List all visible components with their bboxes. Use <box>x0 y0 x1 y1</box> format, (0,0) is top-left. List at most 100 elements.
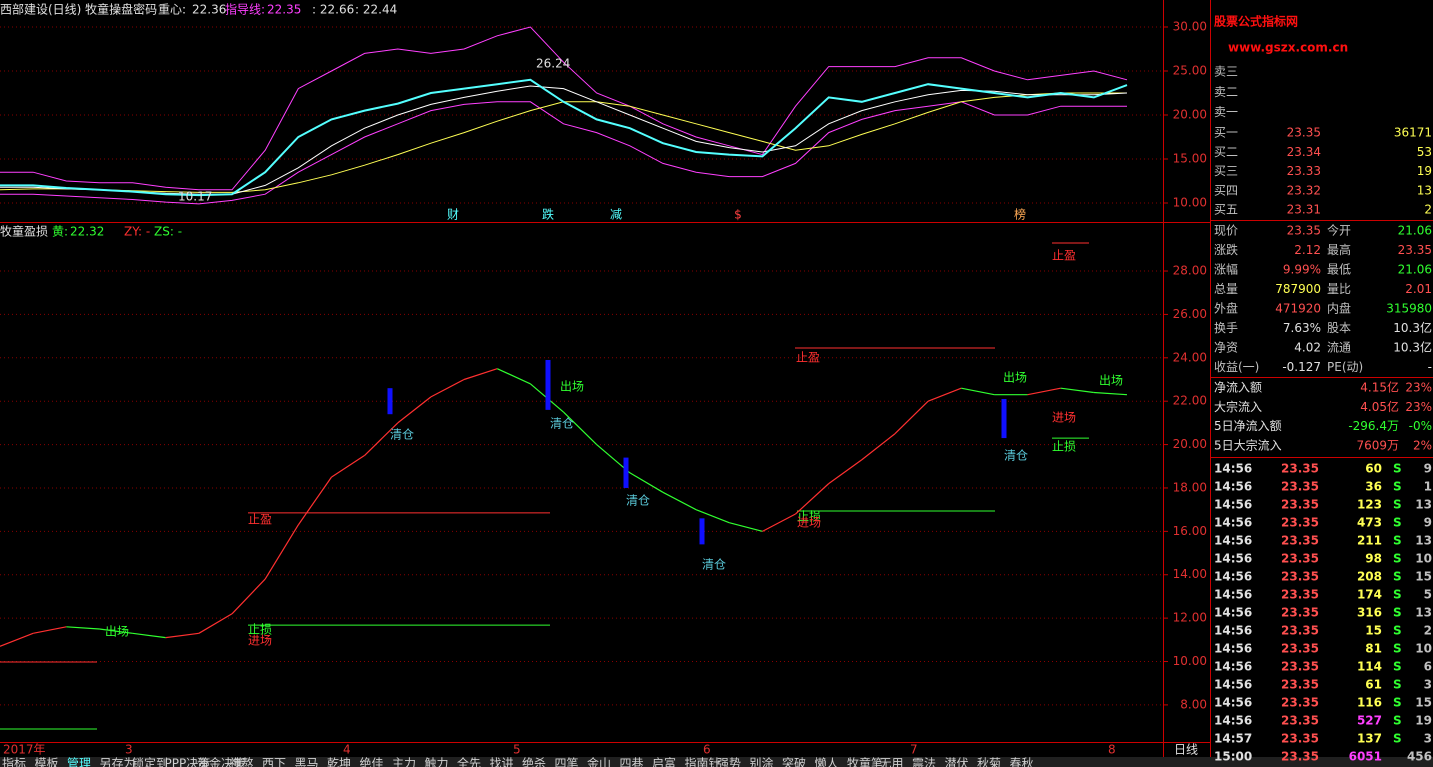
watermark-url: www.gszx.com.cn <box>1228 41 1348 55</box>
quote-value: 23.35 <box>1398 243 1432 257</box>
y-tick-label: 26.00 <box>1173 307 1207 321</box>
trade-time: 14:56 <box>1214 588 1252 602</box>
guide-value: 22.35 <box>267 3 301 17</box>
quote-value: - <box>1428 360 1432 374</box>
trade-volume: 123 <box>1357 498 1382 512</box>
buy-price: 23.35 <box>1287 126 1321 140</box>
sell-label: 卖二 <box>1214 85 1238 99</box>
profit-line-segment <box>430 378 465 398</box>
profit-line-segment <box>695 509 730 524</box>
trade-side: S <box>1393 732 1402 746</box>
profit-line-segment <box>1093 391 1128 396</box>
tab: 模板 <box>35 757 59 767</box>
trade-time: 14:56 <box>1214 678 1252 692</box>
trade-price: 23.35 <box>1281 516 1319 530</box>
trade-time: 14:56 <box>1214 642 1252 656</box>
trade-num: 9 <box>1424 516 1432 530</box>
y-tick-label: 10.00 <box>1173 195 1207 209</box>
buy-label: 买四 <box>1214 183 1238 197</box>
quote-label: 换手 <box>1214 321 1238 335</box>
quote-label: 现价 <box>1214 224 1238 238</box>
trade-side: S <box>1393 660 1402 674</box>
y-tick-label: 15.00 <box>1173 151 1207 165</box>
profit-line-segment <box>132 632 166 639</box>
zs: ZS: - <box>154 225 182 239</box>
flow-value: 4.05亿 <box>1360 399 1399 414</box>
trade-side: S <box>1393 606 1402 620</box>
trade-time: 14:56 <box>1214 660 1252 674</box>
quote-value: 471920 <box>1275 302 1321 316</box>
y-tick-label: 22.00 <box>1173 394 1207 408</box>
quote-value: 787900 <box>1275 282 1321 296</box>
quote-label: PE(动) <box>1327 360 1363 374</box>
time-label: 7 <box>910 743 918 757</box>
time-label: 4 <box>343 743 351 757</box>
trade-time: 14:56 <box>1214 516 1252 530</box>
profit-line-segment <box>729 522 763 532</box>
buy-label: 买二 <box>1214 145 1238 159</box>
quote-label: 量比 <box>1327 282 1351 296</box>
profit-line-segment <box>629 472 664 493</box>
profit-line-segment <box>563 411 598 446</box>
profit-line-segment <box>198 613 233 634</box>
trade-volume: 316 <box>1357 606 1382 620</box>
trade-side: S <box>1393 570 1402 584</box>
series-line <box>0 101 1127 205</box>
trade-side: S <box>1393 678 1402 692</box>
quote-label: 最低 <box>1327 263 1351 277</box>
trade-time: 14:56 <box>1214 606 1252 620</box>
trade-num: 10 <box>1415 642 1432 656</box>
trade-volume: 6051 <box>1349 750 1382 764</box>
trade-price: 23.35 <box>1281 660 1319 674</box>
y-tick-label: 10.00 <box>1173 654 1207 668</box>
quote-value: 315980 <box>1386 302 1432 316</box>
yellow-label: 黄: <box>52 225 68 239</box>
trade-price: 23.35 <box>1281 750 1319 764</box>
trade-price: 23.35 <box>1281 480 1319 494</box>
flow-label: 大宗流入 <box>1214 399 1262 414</box>
buy-label: 买五 <box>1214 203 1238 217</box>
tab: 西下 <box>262 757 286 767</box>
extra: : 22.44 <box>355 3 397 17</box>
trade-side: S <box>1393 552 1402 566</box>
signal-label: 财 <box>447 208 459 222</box>
trade-time: 14:57 <box>1214 732 1252 746</box>
flow-label: 5日大宗流入 <box>1214 437 1282 452</box>
profit-line-segment <box>264 524 299 580</box>
annotation: 止损 <box>1052 440 1076 454</box>
trade-price: 23.35 <box>1281 696 1319 710</box>
trade-num: 13 <box>1415 498 1432 512</box>
profit-line-segment <box>894 400 929 435</box>
clear-bar <box>1001 399 1007 439</box>
quote-value: 2.12 <box>1294 243 1321 257</box>
buy-label: 买三 <box>1214 164 1238 178</box>
trade-price: 23.35 <box>1281 534 1319 548</box>
quote-label: 涨跌 <box>1214 242 1238 257</box>
trade-price: 23.35 <box>1281 606 1319 620</box>
trade-num: 19 <box>1415 714 1432 728</box>
trade-volume: 114 <box>1357 660 1382 674</box>
trade-time: 14:56 <box>1214 714 1252 728</box>
annotation: 清仓 <box>1004 449 1028 463</box>
annotation: 出场 <box>1003 371 1027 385</box>
quote-value: 2.01 <box>1405 282 1432 296</box>
signal-label: 榜 <box>1014 207 1026 222</box>
y-tick-label: 16.00 <box>1173 524 1207 538</box>
series-line <box>0 26 1128 191</box>
trade-side: S <box>1393 696 1402 710</box>
time-label: 5 <box>513 743 521 757</box>
annotation: 清仓 <box>702 558 726 572</box>
trade-num: 2 <box>1424 624 1432 638</box>
trade-volume: 211 <box>1357 534 1382 548</box>
trade-volume: 98 <box>1365 552 1382 566</box>
tab: 黑马 <box>295 757 319 767</box>
profit-line-segment <box>331 454 365 478</box>
profit-line-segment <box>927 387 962 402</box>
trade-volume: 61 <box>1365 678 1382 692</box>
tab: 指南针 <box>685 756 721 767</box>
annotation: 出场 <box>1099 374 1123 388</box>
trade-time: 14:56 <box>1214 534 1252 548</box>
tab: 触力 <box>425 757 449 767</box>
quote-value: 7.63% <box>1283 321 1321 335</box>
buy-price: 23.32 <box>1287 183 1321 197</box>
